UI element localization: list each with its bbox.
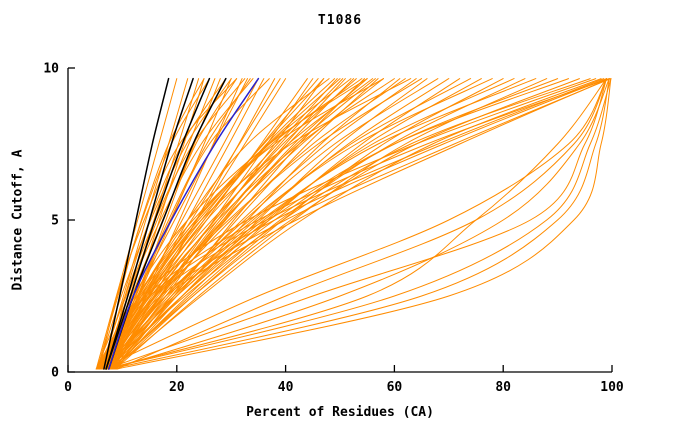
series-line [107,78,608,370]
series-line [105,78,608,370]
series-line [95,78,178,370]
series-line [102,78,472,370]
y-tick-label: 10 [43,62,59,77]
x-tick-label: 20 [169,380,185,395]
x-tick-label: 60 [387,380,403,395]
series-line [96,78,210,370]
series-line [102,78,569,370]
series-line [102,78,254,370]
series-line [100,78,608,370]
series-line [116,78,608,370]
series-line [107,78,412,370]
series-line [115,78,610,370]
series-line [101,78,374,370]
series-line [98,78,423,370]
y-tick-label: 0 [51,366,59,381]
series-line [105,77,194,370]
series-line [105,78,439,370]
series-line [103,78,605,370]
series-line [105,78,591,370]
x-tick-label: 100 [600,380,624,395]
x-tick-label: 40 [278,380,294,395]
series-line [105,78,612,370]
series-line [102,78,344,370]
series-line [97,78,232,370]
series-line [112,78,602,370]
series-line [103,77,170,370]
series-line [103,78,406,370]
series-line [106,78,559,370]
x-axis-label: Percent of Residues (CA) [246,405,434,420]
chart-title: T1086 [317,13,363,28]
series-line [115,78,365,370]
series-line [105,77,211,370]
series-line [100,78,610,370]
series-line [116,78,612,370]
x-tick-label: 80 [495,380,511,395]
y-axis-label: Distance Cutoff, A [10,149,26,291]
y-tick-label: 5 [51,214,59,229]
x-tick-label: 0 [64,380,72,395]
series-line [105,78,608,370]
series-line [106,78,612,370]
series-line [99,78,238,370]
series-line [111,78,610,370]
series-line [108,77,260,370]
series-line [110,78,526,370]
series-line [99,78,597,370]
series-line [111,78,610,370]
